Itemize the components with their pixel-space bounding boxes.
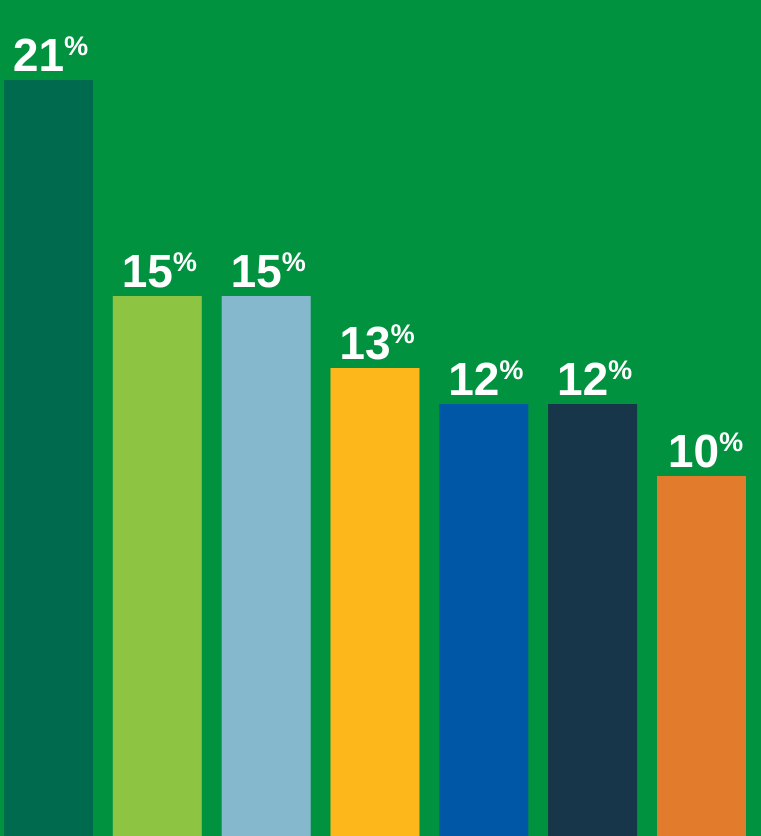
bar-unit-6: % xyxy=(608,355,632,385)
bar-value-6: 12 xyxy=(557,353,608,405)
bar-unit-2: % xyxy=(173,247,197,277)
bar-value-3: 15 xyxy=(231,245,282,297)
bar-7 xyxy=(657,476,746,836)
bar-6 xyxy=(548,404,638,836)
bar-2 xyxy=(112,296,202,836)
bar-unit-4: % xyxy=(391,319,415,349)
bar-unit-1: % xyxy=(64,31,88,61)
bar-4 xyxy=(330,368,420,836)
bar-unit-7: % xyxy=(719,427,743,457)
bar-label-4: 13% xyxy=(339,317,414,369)
bar-unit-5: % xyxy=(499,355,523,385)
bar-label-6: 12% xyxy=(557,353,632,405)
bar-1 xyxy=(4,80,93,836)
bar-value-1: 21 xyxy=(13,29,64,81)
bar-value-4: 13 xyxy=(339,317,390,369)
bar-3 xyxy=(221,296,311,836)
labels-layer: 21%15% 15%13%12% 12%10% xyxy=(13,29,743,477)
bar-5 xyxy=(439,404,529,836)
bar-value-7: 10 xyxy=(668,425,719,477)
bar-label-1: 21% xyxy=(13,29,88,81)
bar-value-5: 12 xyxy=(448,353,499,405)
bar-label-2: 15% xyxy=(122,245,197,297)
bar-label-5: 12% xyxy=(448,353,523,405)
bar-label-3: 15% xyxy=(231,245,306,297)
bar-value-2: 15 xyxy=(122,245,173,297)
bars-layer xyxy=(4,80,746,836)
bar-unit-3: % xyxy=(282,247,306,277)
bar-label-7: 10% xyxy=(668,425,743,477)
